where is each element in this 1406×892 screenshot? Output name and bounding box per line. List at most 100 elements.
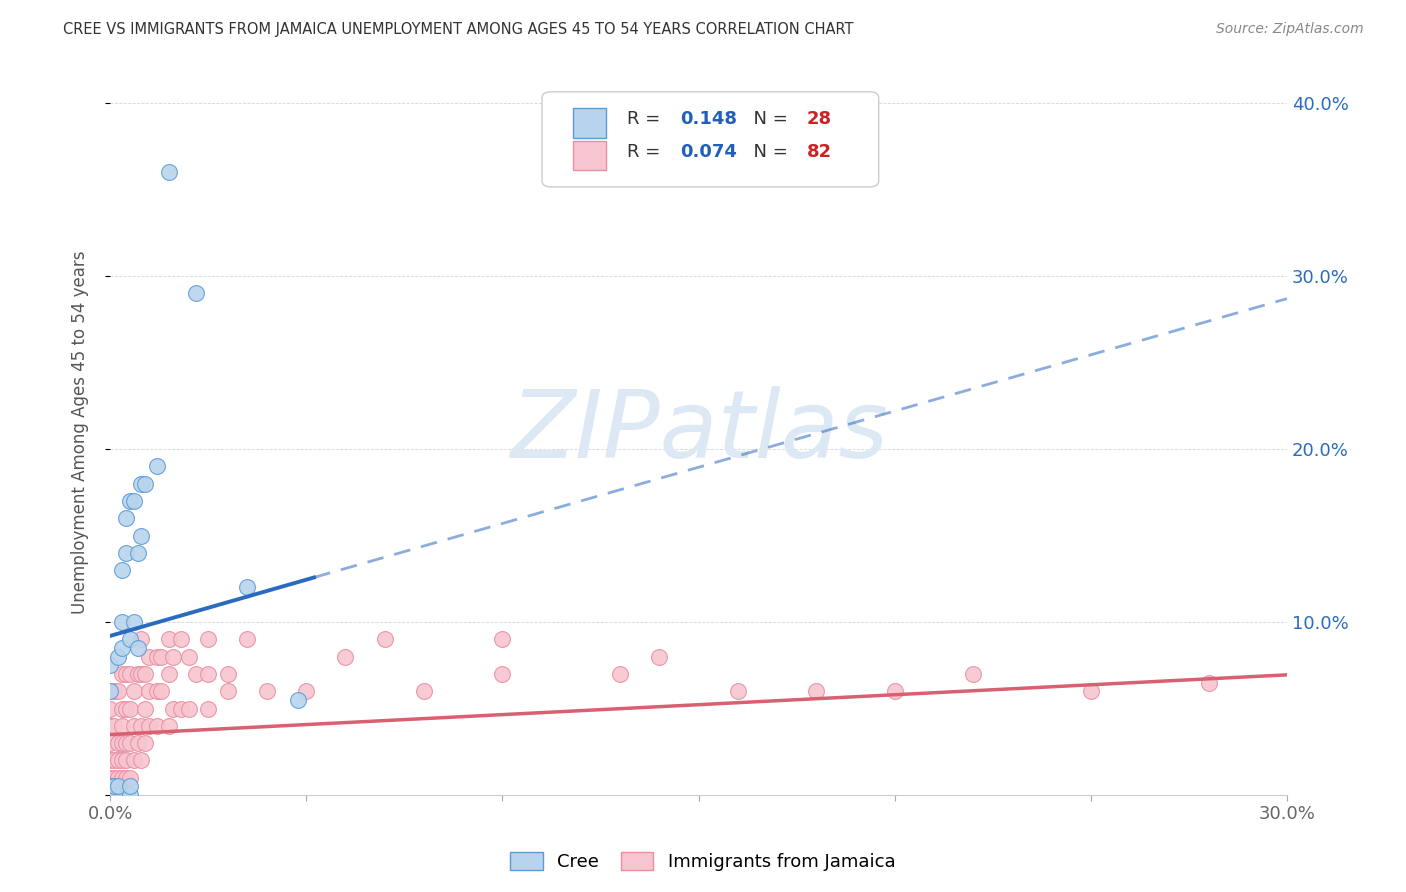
Point <box>122 494 145 508</box>
Point <box>335 649 357 664</box>
Point <box>146 719 169 733</box>
Point <box>103 719 125 733</box>
Point <box>727 684 749 698</box>
Text: R =: R = <box>627 143 666 161</box>
Point <box>170 701 193 715</box>
Point <box>131 528 153 542</box>
Point <box>122 719 145 733</box>
Point <box>118 736 141 750</box>
Point <box>103 788 125 802</box>
Point <box>103 771 125 785</box>
Text: 82: 82 <box>807 143 832 161</box>
Point <box>134 736 156 750</box>
Legend: Cree, Immigrants from Jamaica: Cree, Immigrants from Jamaica <box>503 845 903 879</box>
Point <box>118 667 141 681</box>
Point <box>162 649 184 664</box>
Point <box>111 563 134 577</box>
Point <box>157 667 180 681</box>
Point <box>122 684 145 698</box>
Point <box>127 546 149 560</box>
Point <box>103 754 125 768</box>
Point <box>197 667 219 681</box>
Point <box>118 771 141 785</box>
Point <box>103 788 125 802</box>
Point <box>157 165 180 179</box>
Point <box>134 476 156 491</box>
Point <box>111 701 134 715</box>
Point <box>107 736 129 750</box>
Point <box>295 684 318 698</box>
Point <box>103 780 125 794</box>
Point <box>98 788 121 802</box>
Point <box>114 771 136 785</box>
Point <box>98 736 121 750</box>
Point <box>146 459 169 474</box>
Point <box>962 667 984 681</box>
Point <box>127 640 149 655</box>
Point <box>122 754 145 768</box>
Point <box>98 780 121 794</box>
Point <box>186 667 208 681</box>
Point <box>491 667 513 681</box>
Point <box>131 476 153 491</box>
Bar <box>572 109 606 137</box>
Point <box>118 701 141 715</box>
Point <box>127 667 149 681</box>
Point <box>157 632 180 647</box>
Point <box>1080 684 1102 698</box>
Point <box>131 719 153 733</box>
Point <box>131 632 153 647</box>
Point <box>186 286 208 301</box>
Point <box>256 684 278 698</box>
Point <box>217 667 239 681</box>
Point <box>98 701 121 715</box>
Point <box>111 736 134 750</box>
Point <box>98 658 121 673</box>
Point <box>107 788 129 802</box>
Point <box>111 771 134 785</box>
Point <box>134 667 156 681</box>
Text: Source: ZipAtlas.com: Source: ZipAtlas.com <box>1216 22 1364 37</box>
Point <box>114 701 136 715</box>
Point <box>111 640 134 655</box>
Point <box>107 649 129 664</box>
Point <box>883 684 905 698</box>
Point <box>157 719 180 733</box>
Point <box>150 649 173 664</box>
Point <box>287 693 309 707</box>
Point <box>197 632 219 647</box>
Point <box>150 684 173 698</box>
Point <box>107 771 129 785</box>
Point <box>127 736 149 750</box>
Y-axis label: Unemployment Among Ages 45 to 54 years: Unemployment Among Ages 45 to 54 years <box>72 250 89 614</box>
Point <box>111 615 134 629</box>
Point <box>111 719 134 733</box>
Point <box>118 632 141 647</box>
Point <box>98 754 121 768</box>
Point <box>98 684 121 698</box>
Point <box>413 684 436 698</box>
Point <box>98 719 121 733</box>
Point <box>122 615 145 629</box>
Text: N =: N = <box>742 111 793 128</box>
Point <box>131 754 153 768</box>
Point <box>111 667 134 681</box>
Point <box>1198 675 1220 690</box>
Point <box>162 701 184 715</box>
Point <box>146 684 169 698</box>
Point <box>806 684 828 698</box>
Point <box>107 754 129 768</box>
Text: 0.148: 0.148 <box>679 111 737 128</box>
Point <box>114 511 136 525</box>
FancyBboxPatch shape <box>543 92 879 187</box>
Point <box>114 546 136 560</box>
Point <box>177 649 200 664</box>
Point <box>118 780 141 794</box>
Bar <box>572 141 606 170</box>
Point <box>114 754 136 768</box>
Point <box>114 667 136 681</box>
Point <box>107 684 129 698</box>
Point <box>103 684 125 698</box>
Point <box>98 771 121 785</box>
Point <box>217 684 239 698</box>
